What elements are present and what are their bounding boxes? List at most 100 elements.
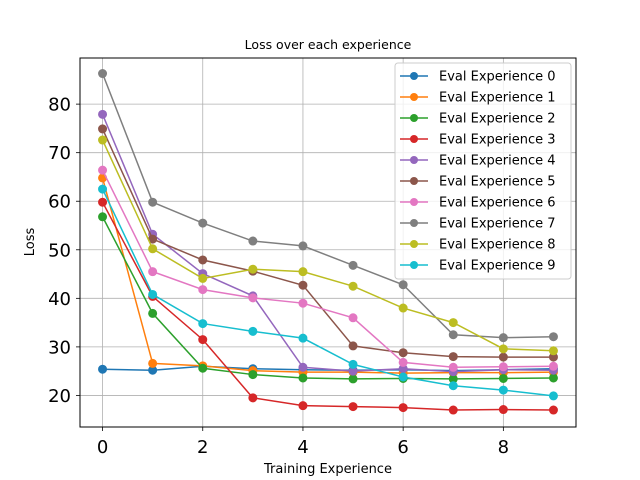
legend-swatch-marker [410,72,418,80]
legend-label: Eval Experience 1 [439,91,556,106]
data-point [448,352,458,362]
data-point [248,293,258,303]
data-point [348,402,358,412]
series-line-5 [101,128,554,358]
legend-label: Eval Experience 8 [439,238,556,253]
data-point [348,313,358,323]
data-point [548,346,558,356]
data-point [448,362,458,372]
y-tick-label: 20 [48,386,71,407]
data-point [248,393,258,403]
data-point [548,391,558,401]
data-point [298,241,308,251]
data-point [348,260,358,270]
legend-label: Eval Experience 7 [439,217,556,232]
legend-swatch-marker [410,261,418,269]
data-point [148,308,158,318]
data-point [398,280,408,290]
data-point [448,405,458,415]
series-line-6 [101,169,554,369]
x-tick-label: 4 [297,437,308,458]
legend-swatch-marker [410,240,418,248]
tick-layer: 0 2 4 6 8 20 30 40 50 60 70 80 [48,95,509,458]
legend-swatch-marker [410,177,418,185]
data-point [498,405,508,415]
legend-swatch-marker [410,135,418,143]
legend: Eval Experience 0 Eval Experience 1 Eval E… [394,62,572,280]
data-point [198,255,208,265]
y-tick-label: 60 [48,192,71,213]
legend-label: Eval Experience 9 [439,259,556,274]
legend-item: Eval Experience 1 [400,91,556,106]
data-point [348,341,358,351]
data-point [198,285,208,295]
data-point [248,326,258,336]
data-point [98,212,108,222]
data-point [298,280,308,290]
y-tick-label: 30 [48,337,71,358]
data-point [98,109,108,119]
data-point [498,373,508,383]
series-line-9 [101,188,554,397]
data-point [498,385,508,395]
data-point [398,348,408,358]
data-point [548,405,558,415]
data-point [98,124,108,134]
legend-label: Eval Experience 6 [439,196,556,211]
legend-item: Eval Experience 5 [400,175,556,190]
legend-label: Eval Experience 4 [439,154,556,169]
data-point [498,344,508,354]
series-line-2 [101,216,554,380]
data-point [248,264,258,274]
data-point [398,403,408,413]
data-point [98,165,108,175]
data-point [98,197,108,207]
data-point [348,359,358,369]
data-point [248,370,258,380]
legend-item: Eval Experience 8 [400,238,556,253]
series-line-8 [101,139,554,352]
legend-label: Eval Experience 0 [439,70,556,85]
legend-swatch-marker [410,156,418,164]
data-point [298,373,308,383]
data-point [348,374,358,384]
data-point [248,236,258,246]
data-point [548,373,558,383]
series-eval-experience-6 [98,165,558,372]
legend-item: Eval Experience 2 [400,112,556,127]
data-point [398,372,408,382]
data-point [498,333,508,343]
data-point [348,281,358,291]
data-point [148,358,158,368]
data-point [448,318,458,328]
data-point [448,330,458,340]
data-point [98,364,108,374]
data-point [448,381,458,391]
data-point [298,298,308,308]
data-point [98,135,108,145]
data-point [148,197,158,207]
legend-item: Eval Experience 3 [400,133,556,148]
series-layer [98,69,558,415]
series-eval-experience-8 [98,135,558,356]
legend-item: Eval Experience 0 [400,70,556,85]
legend-label: Eval Experience 3 [439,133,556,148]
data-point [198,218,208,228]
data-point [148,267,158,277]
legend-swatch-marker [410,198,418,206]
data-point [298,267,308,277]
x-tick-label: 2 [197,437,208,458]
legend-item: Eval Experience 9 [400,259,556,274]
legend-label: Eval Experience 5 [439,175,556,190]
data-point [198,363,208,373]
y-tick-label: 70 [48,143,71,164]
legend-swatch-marker [410,219,418,227]
data-point [548,361,558,371]
legend-item: Eval Experience 7 [400,217,556,232]
y-axis-label: Loss [23,228,38,257]
series-line-1 [101,177,554,374]
data-point [98,69,108,79]
legend-swatch-marker [410,114,418,122]
data-point [298,362,308,372]
